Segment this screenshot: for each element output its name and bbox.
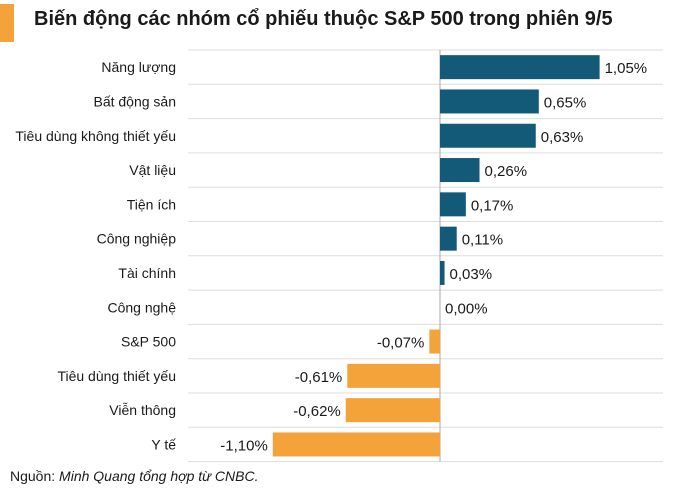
chart-title: Biến động các nhóm cổ phiếu thuộc S&P 50… bbox=[34, 8, 613, 30]
value-label: -0,61% bbox=[295, 369, 343, 386]
bar bbox=[440, 89, 539, 114]
value-label: 0,11% bbox=[462, 232, 503, 249]
source-text: Minh Quang tổng hợp từ CNBC. bbox=[59, 468, 259, 484]
bar bbox=[440, 123, 536, 148]
bar bbox=[272, 432, 440, 457]
category-label: Tiêu dùng không thiết yếu bbox=[15, 128, 176, 144]
bar bbox=[429, 329, 440, 354]
value-label: 0,65% bbox=[544, 94, 587, 111]
source-note: Nguồn: Minh Quang tổng hợp từ CNBC. bbox=[10, 468, 258, 484]
category-label: Y tế bbox=[151, 436, 176, 452]
category-label: Bất động sản bbox=[93, 93, 176, 109]
bar bbox=[440, 226, 457, 251]
category-label: Vật liệu bbox=[129, 162, 176, 178]
category-label: Công nghệ bbox=[107, 299, 176, 315]
bar bbox=[345, 398, 440, 423]
value-label: 0,03% bbox=[450, 266, 493, 283]
value-label: 0,26% bbox=[485, 163, 528, 180]
value-label: -0,62% bbox=[293, 403, 341, 420]
value-label: 0,17% bbox=[471, 197, 514, 214]
value-label: -0,07% bbox=[377, 335, 425, 352]
bar bbox=[440, 192, 466, 217]
category-label: Năng lượng bbox=[101, 59, 176, 75]
category-label: Tài chính bbox=[118, 265, 176, 281]
category-label: Công nghiệp bbox=[97, 231, 177, 247]
value-label: -1,10% bbox=[220, 437, 268, 454]
bar bbox=[440, 158, 480, 183]
category-label: S&P 500 bbox=[121, 334, 176, 350]
source-prefix: Nguồn: bbox=[10, 468, 60, 484]
value-label: 1,05% bbox=[605, 60, 648, 77]
title-accent-bar bbox=[0, 4, 14, 42]
value-label: 0,00% bbox=[445, 300, 488, 317]
bar bbox=[347, 363, 440, 388]
category-label: Tiêu dùng thiết yếu bbox=[57, 368, 176, 384]
bar bbox=[440, 55, 600, 80]
category-label: Tiện ích bbox=[127, 196, 176, 212]
category-label: Viễn thông bbox=[109, 402, 176, 418]
bar bbox=[440, 260, 445, 285]
value-label: 0,63% bbox=[541, 129, 584, 146]
